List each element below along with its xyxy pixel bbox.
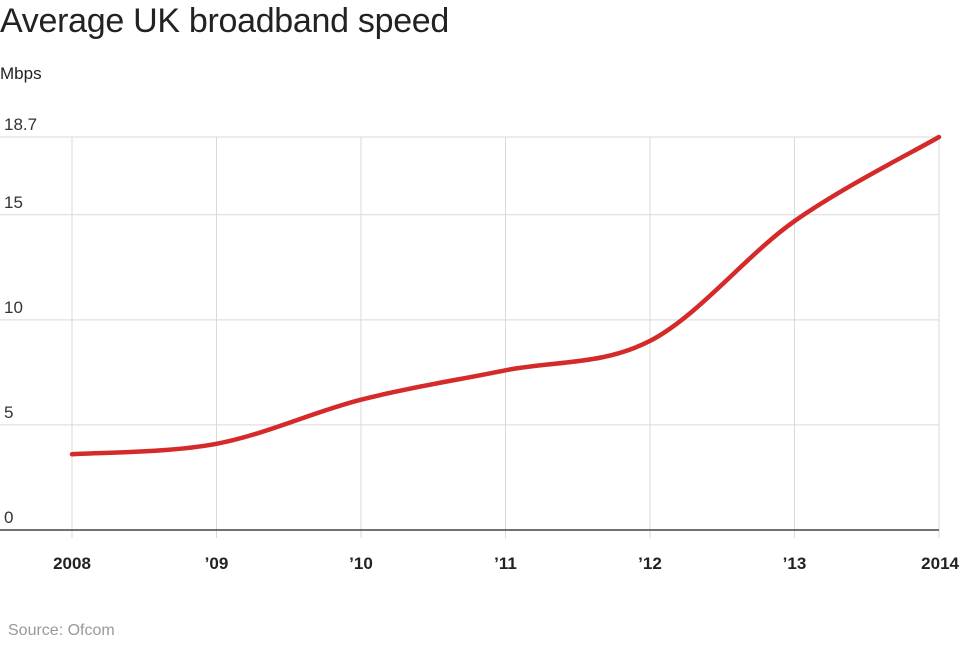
y-axis-ticks: 0 5 10 15 18.7 bbox=[4, 115, 37, 527]
y-tick-label: 10 bbox=[4, 298, 23, 317]
x-tick-label: ’10 bbox=[349, 554, 373, 573]
x-tick-label: ’13 bbox=[783, 554, 807, 573]
x-tick-label: ’09 bbox=[205, 554, 229, 573]
series-line bbox=[69, 134, 942, 457]
gridlines bbox=[0, 136, 940, 538]
x-tick-label: 2014 bbox=[921, 554, 959, 573]
y-tick-label: 18.7 bbox=[4, 115, 37, 134]
series-layer bbox=[69, 134, 942, 457]
y-axis-unit-label: Mbps bbox=[0, 64, 42, 83]
source-note: Source: Ofcom bbox=[8, 622, 115, 639]
x-axis-ticks: 2008 ’09 ’10 ’11 ’12 ’13 2014 bbox=[53, 554, 959, 573]
y-tick-label: 5 bbox=[4, 403, 13, 422]
x-tick-label: 2008 bbox=[53, 554, 91, 573]
chart-title: Average UK broadband speed bbox=[0, 2, 450, 40]
y-tick-label: 0 bbox=[4, 508, 13, 527]
y-tick-label: 15 bbox=[4, 193, 23, 212]
x-tick-label: ’12 bbox=[638, 554, 662, 573]
x-tick-label: ’11 bbox=[494, 554, 517, 573]
